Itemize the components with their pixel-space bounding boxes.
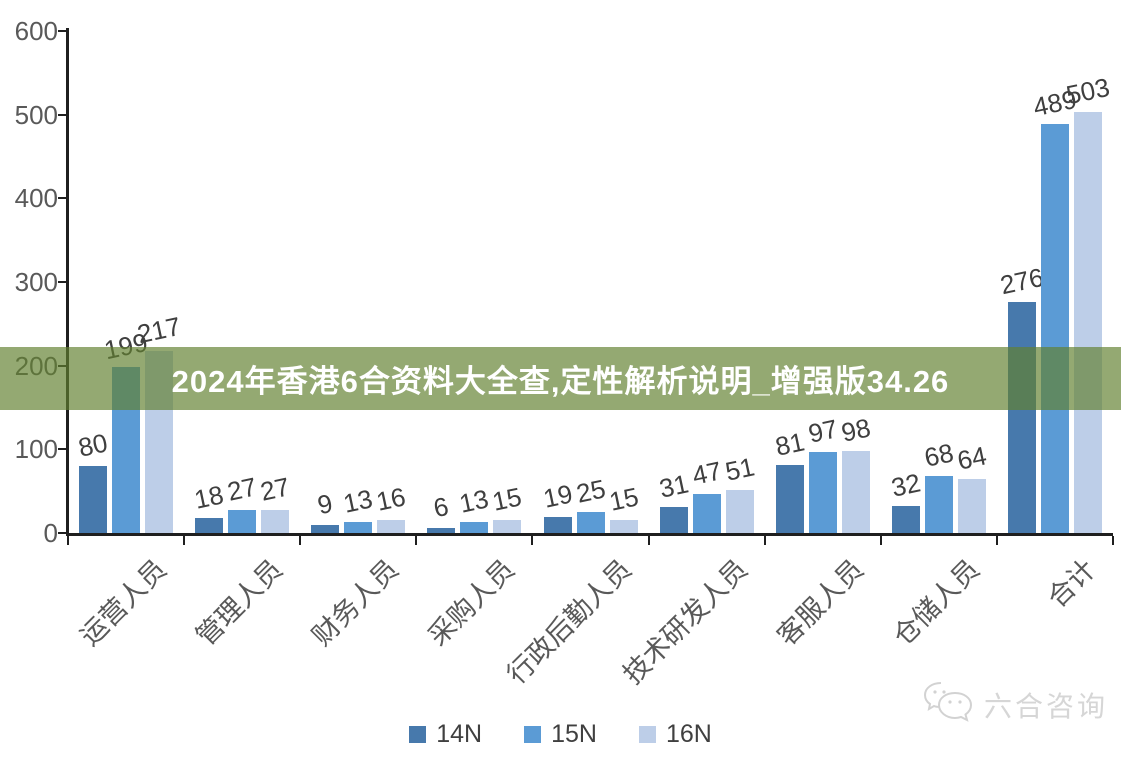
y-tick xyxy=(58,281,68,283)
x-tick xyxy=(647,536,650,545)
y-tick xyxy=(58,532,68,534)
x-tick xyxy=(995,536,998,545)
y-tick-label: 600 xyxy=(14,16,58,46)
title-banner: 2024年香港6合资料大全查,定性解析说明_增强版34.26 xyxy=(0,347,1121,410)
y-tick-label: 100 xyxy=(14,434,58,465)
y-tick-label: 0 xyxy=(43,518,58,548)
watermark-label: 六合咨询 xyxy=(984,690,1109,722)
bar-15N-客服人员 xyxy=(808,451,837,533)
bar-14N-采购人员 xyxy=(427,527,456,533)
bar-16N-仓储人员 xyxy=(957,479,986,533)
x-tick xyxy=(67,536,69,545)
banner-title-text: 2024年香港6合资料大全查,定性解析说明_增强版34.26 xyxy=(171,364,950,399)
x-tick xyxy=(415,536,418,545)
bar-16N-财务人员 xyxy=(377,519,406,533)
bar-14N-合计 xyxy=(1007,302,1036,533)
legend-item: 14N xyxy=(409,720,482,749)
legend-item: 16N xyxy=(638,719,712,749)
wechat-icon xyxy=(920,680,974,729)
y-tick xyxy=(58,448,68,451)
bar-14N-管理人员 xyxy=(195,517,224,533)
bar-15N-技术研发人员 xyxy=(692,493,721,533)
x-tick xyxy=(531,536,534,545)
bar-15N-合计 xyxy=(1040,123,1069,533)
y-tick-label: 300 xyxy=(14,267,58,297)
bar-value-label: 98 xyxy=(838,412,873,448)
bar-14N-仓储人员 xyxy=(891,506,920,533)
x-tick xyxy=(879,536,882,545)
bar-16N-技术研发人员 xyxy=(725,490,754,533)
y-tick xyxy=(58,197,68,200)
x-axis-line xyxy=(66,533,1113,536)
chart-legend: 14N 15N 16N xyxy=(0,717,1121,751)
x-tick xyxy=(763,536,766,545)
bar-14N-行政后勤人员 xyxy=(543,517,572,533)
bar-15N-行政后勤人员 xyxy=(576,512,605,533)
bar-14N-客服人员 xyxy=(775,465,804,533)
bar-16N-行政后勤人员 xyxy=(609,520,638,533)
bar-15N-管理人员 xyxy=(228,510,257,533)
bar-16N-管理人员 xyxy=(261,510,290,533)
bar-16N-客服人员 xyxy=(841,451,870,533)
legend-item: 15N xyxy=(524,720,597,749)
legend-swatch xyxy=(524,725,542,743)
brand-watermark: 六合咨询 xyxy=(920,680,1108,729)
legend-swatch xyxy=(409,725,427,743)
legend-label: 15N xyxy=(551,719,597,748)
bar-14N-运营人员 xyxy=(79,466,108,533)
y-tick-label: 500 xyxy=(14,99,58,130)
bar-15N-财务人员 xyxy=(344,522,373,533)
x-tick xyxy=(1112,536,1114,545)
bar-15N-仓储人员 xyxy=(924,476,953,533)
bar-15N-采购人员 xyxy=(460,522,489,533)
x-tick xyxy=(183,536,186,545)
y-tick xyxy=(58,113,68,116)
x-tick xyxy=(299,536,302,545)
legend-label: 14N xyxy=(436,719,483,748)
legend-label: 16N xyxy=(665,719,712,748)
legend-swatch xyxy=(638,725,656,743)
bar-value-label: 503 xyxy=(1063,71,1113,111)
y-tick-label: 400 xyxy=(14,183,58,214)
bar-16N-采购人员 xyxy=(493,520,522,533)
bar-14N-财务人员 xyxy=(311,525,340,533)
bar-14N-技术研发人员 xyxy=(659,507,688,533)
bar-16N-合计 xyxy=(1073,112,1102,533)
y-tick xyxy=(58,30,68,32)
